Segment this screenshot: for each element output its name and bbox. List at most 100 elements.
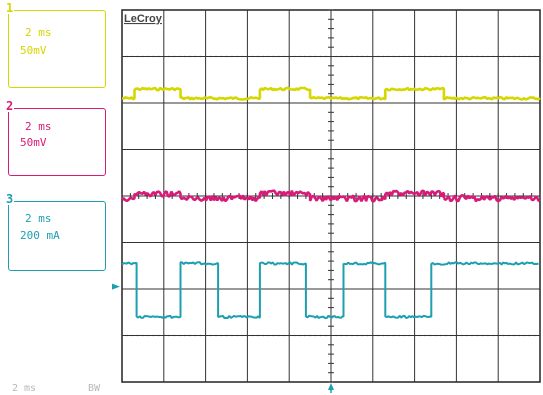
grid-dot	[372, 334, 374, 337]
grid-dot	[340, 334, 343, 337]
grid-dot	[142, 334, 144, 337]
grid-dot	[450, 55, 452, 58]
trace-channel-1	[121, 86, 541, 101]
grid-dot	[487, 334, 489, 337]
grid-dot	[492, 55, 494, 58]
channel-1-scale: 50mV	[20, 44, 47, 57]
grid-dot	[497, 334, 499, 337]
grid-dot	[351, 55, 353, 58]
trace-channel-2	[121, 189, 541, 203]
grid-dot	[461, 55, 463, 58]
grid-dot	[299, 334, 301, 337]
grid-dot	[440, 334, 442, 337]
grid-dot	[419, 55, 421, 58]
grid-dot	[366, 334, 369, 337]
grid-dot	[205, 55, 207, 58]
grid-dot	[356, 334, 358, 337]
grid-dot	[335, 334, 337, 337]
grid-dot	[293, 55, 296, 58]
grid-dot	[220, 334, 222, 337]
grid-dot	[461, 334, 463, 337]
grid-dot	[152, 55, 154, 58]
grid-dot	[508, 334, 510, 337]
channel-1-box[interactable]: 1 2 ms 50mV	[5, 2, 106, 88]
grid-dot	[508, 55, 510, 58]
grid-dot	[252, 334, 254, 337]
grid-dot	[408, 55, 410, 58]
channel-3-ground-marker	[112, 283, 120, 290]
grid-dot	[272, 55, 275, 58]
grid-dot	[163, 334, 165, 337]
grid-dot	[314, 55, 316, 58]
grid-dot	[267, 334, 269, 337]
grid-dot	[189, 334, 191, 337]
grid-dot	[225, 334, 228, 337]
channel-3-scale: 200 mA	[20, 229, 60, 242]
grid-dot	[157, 55, 160, 58]
grid-dot	[215, 55, 217, 58]
grid-dot	[471, 334, 473, 337]
grid-dot	[523, 334, 525, 337]
grid-dot	[163, 55, 165, 58]
grid-dot	[455, 55, 457, 58]
grid-dot	[466, 55, 468, 58]
brand-label: LeCroy	[124, 13, 163, 25]
grid-dot	[393, 334, 395, 337]
grid-dot	[502, 334, 505, 337]
grid-dot	[335, 55, 337, 58]
grid-dot	[304, 55, 306, 58]
grid-dot	[152, 334, 154, 337]
grid-dot	[126, 55, 128, 58]
grid-dot	[346, 55, 348, 58]
grid-dot	[361, 334, 363, 337]
trigger-position-marker	[328, 383, 334, 390]
channel-2-box[interactable]: 2 2 ms 50mV	[5, 100, 106, 176]
grid-dot	[288, 55, 290, 58]
channel-2-scale: 50mV	[20, 136, 47, 149]
grid-dot	[194, 55, 196, 58]
grid-dot	[257, 55, 259, 58]
channel-3-timebase: 2 ms	[25, 212, 52, 225]
grid-dot	[534, 334, 536, 337]
grid-dot	[257, 334, 259, 337]
grid-dot	[131, 334, 134, 337]
channel-2-number: 2	[5, 99, 15, 113]
grid-dot	[319, 334, 322, 337]
grid-dot	[241, 55, 243, 58]
grid-dot	[168, 55, 170, 58]
grid-dot	[189, 55, 191, 58]
grid-dot	[194, 334, 196, 337]
grid-dot	[262, 334, 264, 337]
grid-dot	[137, 55, 139, 58]
grid-dot	[137, 334, 139, 337]
grid-dot	[434, 334, 437, 337]
grid-dot	[178, 55, 181, 58]
grid-dot	[351, 334, 353, 337]
grid-dot	[173, 55, 175, 58]
grid-dot	[424, 55, 426, 58]
grid-dot	[267, 55, 269, 58]
grid-dot	[450, 334, 452, 337]
channel-3-box[interactable]: 3 2 ms 200 mA	[5, 193, 106, 271]
grid-dot	[393, 55, 395, 58]
grid-dot	[518, 55, 520, 58]
grid-dot	[382, 55, 384, 58]
grid-dot	[382, 334, 384, 337]
grid-dot	[528, 55, 531, 58]
grid-dot	[325, 55, 327, 58]
grid-dot	[466, 334, 468, 337]
grid-dot	[534, 55, 536, 58]
grid-dot	[131, 55, 134, 58]
graticule	[121, 9, 541, 383]
grid-dot	[414, 55, 416, 58]
grid-dot	[231, 55, 233, 58]
grid-dot	[319, 55, 322, 58]
grid-dot	[476, 334, 478, 337]
grid-dot	[440, 55, 442, 58]
grid-dot	[340, 55, 343, 58]
channel-1-timebase: 2 ms	[25, 26, 52, 39]
grid-dot	[471, 55, 473, 58]
grid-dot	[157, 334, 160, 337]
grid-dot	[424, 334, 426, 337]
grid-dot	[262, 55, 264, 58]
